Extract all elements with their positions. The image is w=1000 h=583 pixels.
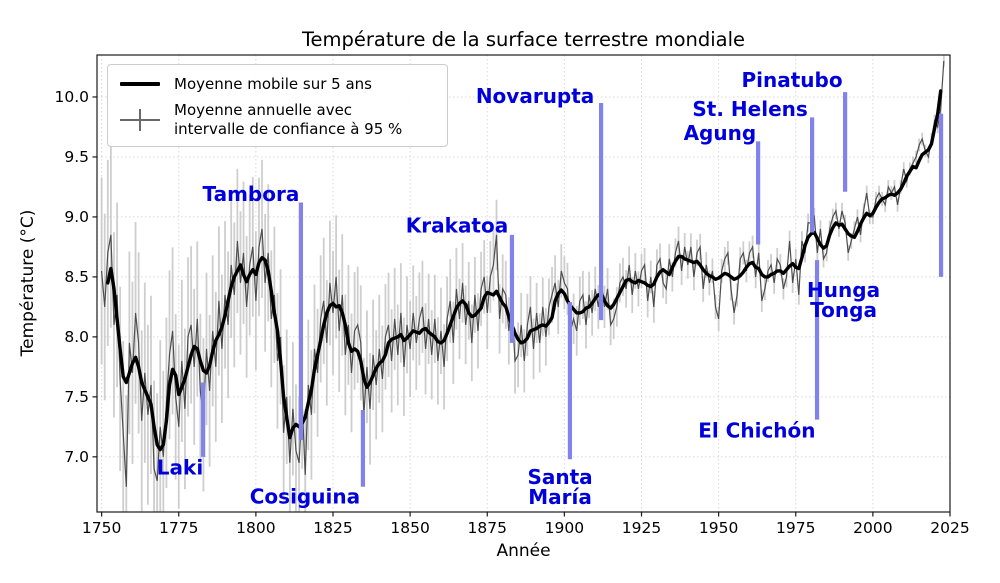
x-tick-label: 1850 — [390, 519, 430, 537]
annotation-st-helens: St. Helens — [692, 97, 815, 233]
x-tick-label: 1925 — [621, 519, 662, 537]
y-tick-label: 8.0 — [64, 327, 89, 346]
annotation-label-tambora: Tambora — [203, 182, 300, 206]
annotation-label-krakatoa: Krakatoa — [406, 213, 508, 237]
annotation-novarupta: Novarupta — [476, 84, 604, 321]
annotation-label-st-helens: St. Helens — [692, 97, 807, 121]
annotation-label-hunga-tonga: Hunga — [807, 278, 880, 302]
errorbar-sample-icon — [118, 108, 162, 132]
y-tick-label: 8.5 — [64, 267, 89, 286]
y-tick-label: 10.0 — [54, 87, 89, 106]
annotation-cosiguina: Cosiguina — [250, 410, 366, 508]
annotation-tambora: Tambora — [203, 182, 304, 441]
x-tick-label: 1775 — [159, 519, 199, 537]
annotation-label-pinatubo: Pinatubo — [741, 68, 842, 92]
annotation-label-novarupta: Novarupta — [476, 84, 595, 108]
annotation-agung: Agung — [684, 121, 761, 245]
y-tick-label: 9.0 — [64, 207, 89, 226]
y-tick-label: 7.0 — [64, 447, 89, 466]
x-tick-label: 1975 — [776, 519, 816, 537]
annotation-label-hunga-tonga: Tonga — [810, 298, 877, 322]
x-tick-label: 2025 — [930, 519, 970, 537]
annotation-laki: Laki — [157, 382, 206, 480]
thick-line-sample-icon — [118, 72, 162, 96]
x-tick-label: 1900 — [544, 519, 585, 537]
x-axis-label: Année — [496, 541, 551, 561]
annotation-el-chich-n: El Chichón — [698, 260, 820, 442]
x-tick-label: 1750 — [81, 519, 122, 537]
legend-item-smooth: Moyenne mobile sur 5 ans — [118, 72, 437, 96]
annotation-label-santa-mar-a: Santa — [527, 465, 592, 489]
annotation-label-agung: Agung — [684, 121, 757, 145]
axes-frame — [92, 54, 951, 517]
legend: Moyenne mobile sur 5 ans Moyenne annuell… — [107, 64, 448, 147]
annotation-krakatoa: Krakatoa — [406, 213, 515, 343]
chart-title: Température de la surface terrestre mond… — [301, 28, 746, 51]
annotation-label-laki: Laki — [157, 456, 203, 480]
legend-label-smooth: Moyenne mobile sur 5 ans — [174, 74, 372, 93]
legend-item-annual: Moyenne annuelle avec intervalle de conf… — [118, 101, 437, 139]
x-tick-label: 1875 — [467, 519, 507, 537]
x-tick-label: 1800 — [236, 519, 276, 537]
moving-average-line — [106, 89, 943, 452]
legend-label-annual: Moyenne annuelle avec intervalle de conf… — [174, 101, 403, 138]
y-tick-label: 7.5 — [64, 387, 89, 406]
annotation-label-el-chich-n: El Chichón — [698, 418, 815, 442]
x-tick-label: 1950 — [698, 519, 739, 537]
annotation-label-cosiguina: Cosiguina — [250, 484, 360, 508]
annotation-pinatubo: Pinatubo — [741, 68, 848, 192]
y-tick-label: 9.5 — [64, 147, 89, 166]
annotation-label-santa-mar-a: María — [528, 485, 592, 509]
x-tick-label: 2000 — [853, 519, 893, 537]
x-tick-label: 1825 — [313, 519, 353, 537]
y-axis-label: Température (°C) — [18, 209, 38, 357]
